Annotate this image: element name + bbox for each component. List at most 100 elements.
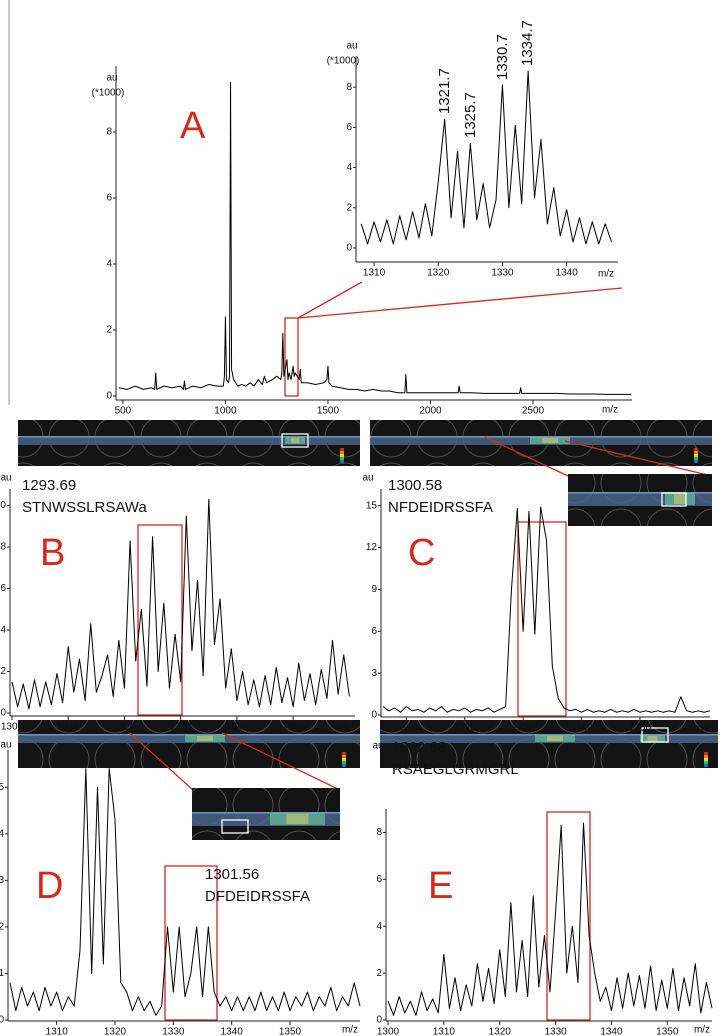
- y-tick-label: 0: [346, 243, 352, 254]
- x-tick-label: 1330: [170, 722, 193, 733]
- y-tick-label: 10: [0, 500, 6, 511]
- y-tick-label: 0: [371, 710, 377, 721]
- image-hot-core: [287, 814, 309, 824]
- spectrum-panel: 0246810130013101320133013401350m/zauB129…: [0, 473, 355, 733]
- annotation: 1300.58: [388, 477, 442, 494]
- x-tick-label: 1340: [570, 723, 593, 734]
- y-tick-label: 8: [376, 827, 382, 838]
- image-hot-core: [648, 736, 658, 741]
- annotation: 1293.69: [22, 477, 76, 494]
- annotation: RSAEGLGRMGRL: [392, 761, 519, 778]
- annotation: 1302.68: [392, 739, 446, 756]
- zoom-box: [285, 318, 298, 396]
- ms-image: [568, 474, 712, 526]
- x-tick-label: 1350: [282, 722, 305, 733]
- color-scale: [704, 758, 708, 761]
- y-tick-label: 3: [0, 875, 4, 886]
- color-scale: [340, 457, 344, 460]
- color-scale: [342, 758, 346, 761]
- annotation: 1301.56: [205, 866, 259, 883]
- panel-letter: B: [40, 532, 65, 574]
- y-tick-label: 0: [106, 391, 112, 402]
- x-tick-label: 1340: [221, 1027, 244, 1036]
- y-tick-label: 12: [366, 542, 378, 553]
- x-tick-label: 1340: [226, 722, 249, 733]
- y-tick-label: 8: [346, 82, 352, 93]
- y-axis-label: au: [0, 740, 11, 751]
- x-tick-label: 1300: [1, 722, 24, 733]
- y-axis-label: au: [362, 473, 373, 484]
- x-tick-label: 1330: [491, 268, 514, 279]
- x-tick-label: 1310: [57, 722, 80, 733]
- y-tick-label: 6: [376, 874, 382, 885]
- y-tick-label: 2: [0, 922, 4, 933]
- color-scale: [694, 448, 698, 451]
- color-scale: [694, 457, 698, 460]
- spectrum-line: [361, 71, 611, 244]
- x-axis-label: m/z: [602, 405, 618, 416]
- x-tick-label: 1320: [489, 1027, 512, 1036]
- color-scale: [340, 460, 344, 463]
- y-tick-label: 2: [0, 666, 6, 677]
- image-hot-core: [542, 438, 558, 443]
- image-layer: [18, 282, 718, 1020]
- x-tick-label: 1350: [279, 1027, 302, 1036]
- y-tick-label: 15: [366, 500, 378, 511]
- y-tick-label: 4: [346, 162, 352, 173]
- y-tick-label: 2: [376, 968, 382, 979]
- y-tick-label: 0: [0, 708, 6, 719]
- y-tick-label: 6: [0, 583, 6, 594]
- y-tick-label: 9: [371, 584, 377, 595]
- color-scale: [704, 755, 708, 758]
- x-tick-label: 1340: [556, 268, 579, 279]
- y-tick-label: 6: [106, 193, 112, 204]
- x-tick-label: 1350: [656, 1027, 679, 1036]
- color-scale: [342, 764, 346, 767]
- image-hot-core: [197, 736, 213, 741]
- color-scale: [704, 752, 708, 755]
- image-hot-core: [674, 494, 686, 504]
- y-tick-label: 1: [0, 968, 4, 979]
- highlight-box: [138, 525, 182, 715]
- color-scale: [704, 761, 708, 764]
- color-scale: [342, 752, 346, 755]
- y-tick-label: 4: [376, 921, 382, 932]
- x-tick-label: 1340: [600, 1027, 623, 1036]
- x-tick-label: 1310: [433, 1027, 456, 1036]
- annotation: 1334.7: [519, 20, 536, 66]
- y-tick-label: 0: [376, 1015, 382, 1026]
- x-tick-label: 1310: [395, 723, 418, 734]
- color-scale: [342, 761, 346, 764]
- y-tick-label: 2: [106, 325, 112, 336]
- y-axis-unit: (*1000): [327, 56, 360, 67]
- y-tick-label: 3: [371, 668, 377, 679]
- highlight-box: [518, 522, 566, 716]
- annotation: DFDEIDRSSFA: [205, 888, 310, 905]
- image-hot-core: [547, 736, 563, 741]
- zoom-line: [298, 288, 622, 318]
- y-tick-label: 8: [106, 127, 112, 138]
- x-tick-label: 1350: [629, 723, 652, 734]
- ms-image: [18, 420, 360, 466]
- y-tick-label: 4: [0, 625, 6, 636]
- y-tick-label: 0: [0, 1015, 4, 1026]
- x-tick-label: 1330: [512, 723, 535, 734]
- x-tick-label: 1310: [363, 268, 386, 279]
- y-axis-label: au: [106, 73, 117, 84]
- y-axis-label: au: [346, 41, 357, 52]
- x-tick-label: 1320: [104, 1027, 127, 1036]
- annotation: STNWSSLRSAWa: [22, 499, 147, 516]
- x-tick-label: 2500: [522, 406, 545, 417]
- x-tick-label: 1500: [317, 406, 340, 417]
- x-axis-label: m/z: [598, 269, 614, 280]
- figure: 024685001000150020002500m/zau(*1000)A024…: [0, 0, 720, 1036]
- ms-image: [192, 788, 340, 840]
- color-scale: [694, 460, 698, 463]
- x-tick-label: 1320: [427, 268, 450, 279]
- color-scale: [340, 451, 344, 454]
- panel-letter: E: [428, 865, 453, 907]
- y-tick-label: 2: [346, 202, 352, 213]
